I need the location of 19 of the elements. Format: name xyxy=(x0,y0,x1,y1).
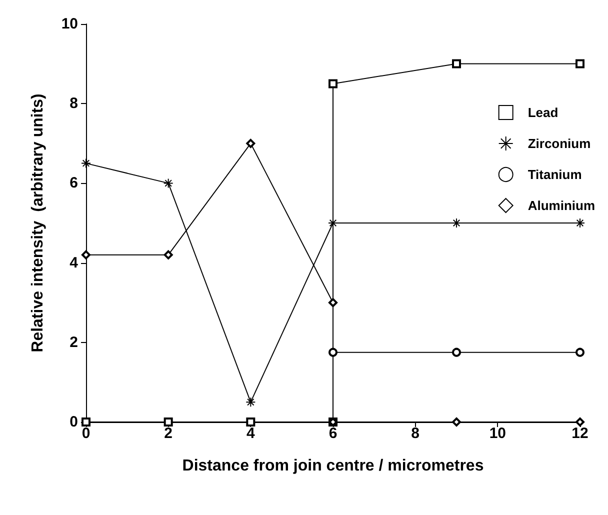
x-tick-label: 0 xyxy=(82,425,90,442)
x-tick-label: 2 xyxy=(164,425,173,442)
legend-label: Zirconium xyxy=(528,136,591,151)
legend-label: Titanium xyxy=(528,167,582,182)
y-tick-label: 2 xyxy=(70,334,78,351)
x-axis-title: Distance from join centre / micrometres xyxy=(182,458,484,474)
x-tick-label: 4 xyxy=(246,425,256,442)
x-tick-label: 12 xyxy=(572,425,588,442)
y-tick-label: 0 xyxy=(70,414,78,430)
y-tick-label: 6 xyxy=(70,174,78,192)
y-tick-label: 8 xyxy=(70,95,78,112)
y-tick-label: 10 xyxy=(61,16,78,32)
y-axis-title: Relative intensity (arbitrary units) xyxy=(30,94,46,352)
legend-label: Lead xyxy=(528,105,558,120)
y-tick-label: 4 xyxy=(70,254,79,272)
legend-label: Aluminium xyxy=(528,198,596,213)
x-tick-label: 8 xyxy=(411,425,420,442)
x-tick-label: 10 xyxy=(489,425,506,442)
x-tick-label: 6 xyxy=(328,425,338,442)
